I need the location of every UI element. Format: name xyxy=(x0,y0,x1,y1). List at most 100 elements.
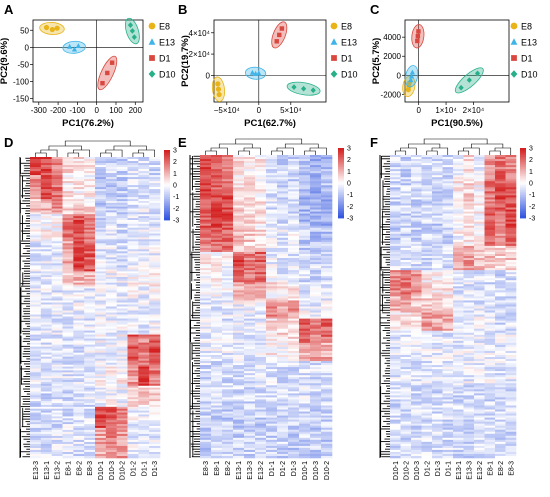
heatmap-cell xyxy=(400,213,412,216)
heatmap-cell xyxy=(138,387,150,390)
heatmap-cell xyxy=(299,197,311,200)
heatmap-cell xyxy=(463,270,475,273)
heatmap-cell xyxy=(116,383,128,387)
heatmap-cell xyxy=(310,249,322,253)
heatmap-cell xyxy=(62,455,74,459)
heatmap-cell xyxy=(400,239,412,243)
heatmap-cell xyxy=(222,274,234,277)
heatmap-cell xyxy=(432,173,443,176)
heatmap-cell xyxy=(244,197,256,200)
heatmap-cell xyxy=(116,284,128,287)
heatmap-cell xyxy=(105,221,117,225)
heatmap-cell xyxy=(105,380,117,383)
heatmap-cell xyxy=(138,223,150,227)
heatmap-cell xyxy=(411,209,422,212)
heatmap-cell xyxy=(244,417,256,420)
heatmap-cell xyxy=(453,221,464,224)
heatmap-cell xyxy=(321,256,333,259)
colorbar-segment xyxy=(164,197,170,200)
heatmap-cell xyxy=(255,191,267,194)
heatmap-cell xyxy=(495,282,506,285)
heatmap-cell xyxy=(84,179,96,182)
heatmap-cell xyxy=(233,435,245,439)
heatmap-cell xyxy=(149,290,161,293)
legend-label-e13: E13 xyxy=(159,38,175,48)
heatmap-cell xyxy=(277,405,289,408)
heatmap-cell xyxy=(321,421,333,424)
heatmap-cell xyxy=(244,163,256,166)
heatmap-cell xyxy=(233,256,245,259)
heatmap-cell xyxy=(505,177,517,180)
heatmap-cell xyxy=(211,373,223,376)
heatmap-cell xyxy=(288,393,300,396)
heatmap-cell xyxy=(442,274,454,277)
heatmap-cell xyxy=(149,451,161,455)
heatmap-cell xyxy=(310,225,322,229)
heatmap-cell xyxy=(411,171,422,174)
heatmap-cell xyxy=(138,255,150,258)
heatmap-cell xyxy=(51,378,63,381)
heatmap-cell xyxy=(116,340,128,343)
heatmap-cell xyxy=(266,334,278,338)
heatmap-cell xyxy=(222,247,234,251)
heatmap-cell xyxy=(62,422,74,425)
dendrogram-branch xyxy=(132,152,145,157)
heatmap-cell xyxy=(51,455,63,459)
heatmap-cell xyxy=(51,189,63,192)
heatmap-cell xyxy=(116,322,128,325)
heatmap-cell xyxy=(149,195,161,198)
heatmap-cell xyxy=(138,418,150,421)
heatmap-cell xyxy=(321,179,333,182)
heatmap-cell xyxy=(244,334,256,338)
heatmap-cell xyxy=(211,157,223,160)
column-label: E8-3 xyxy=(87,461,94,476)
heatmap-cell xyxy=(127,314,139,317)
heatmap-cell xyxy=(149,210,161,213)
heatmap-cell xyxy=(442,272,454,275)
heatmap-cell xyxy=(463,199,475,202)
heatmap-cell xyxy=(400,278,412,281)
heatmap-cell xyxy=(266,336,278,340)
heatmap-cell xyxy=(244,225,256,229)
heatmap-cell xyxy=(233,237,245,241)
heatmap-cell xyxy=(222,439,234,443)
heatmap-cell xyxy=(62,181,74,184)
heatmap-cell xyxy=(149,356,161,359)
colorbar-segment xyxy=(164,192,170,195)
heatmap-cell xyxy=(233,199,245,202)
column-label: E8-1 xyxy=(214,461,221,476)
heatmap-cell xyxy=(40,443,52,447)
heatmap-cell xyxy=(84,300,96,303)
heatmap-cell xyxy=(442,286,454,289)
heatmap-cell xyxy=(84,316,96,319)
heatmap-cell xyxy=(277,413,289,416)
heatmap-cell xyxy=(442,237,454,241)
heatmap-cell xyxy=(116,348,128,351)
heatmap-cell xyxy=(277,451,289,455)
heatmap-cell xyxy=(453,223,464,226)
heatmap-cell xyxy=(233,354,245,358)
heatmap-cell xyxy=(321,445,333,449)
heatmap-cell xyxy=(84,282,96,285)
heatmap-cell xyxy=(73,304,85,307)
heatmap-cell xyxy=(321,346,333,350)
heatmap-cell xyxy=(95,257,107,260)
heatmap-cell xyxy=(277,320,289,323)
heatmap-panel-e: EE8-3 E8-1 E8-2 E13-1 E13-3 E13-2 D1-1 D1-2 D1-3… xyxy=(178,135,353,480)
heatmap-cell xyxy=(400,173,412,176)
heatmap-cell xyxy=(411,163,422,166)
heatmap-cell xyxy=(421,163,433,166)
heatmap-cell xyxy=(105,195,117,198)
heatmap-cell xyxy=(62,229,74,232)
heatmap-cell xyxy=(95,441,107,445)
heatmap-cell xyxy=(321,320,333,323)
heatmap-cell xyxy=(299,294,311,297)
heatmap-cell xyxy=(421,237,433,241)
heatmap-cell xyxy=(127,372,139,375)
heatmap-cell xyxy=(255,239,267,243)
heatmap-cell xyxy=(421,193,433,196)
heatmap-cell xyxy=(200,185,212,188)
heatmap-cell xyxy=(51,223,63,227)
heatmap-cell xyxy=(277,258,289,261)
heatmap-cell xyxy=(40,429,52,433)
